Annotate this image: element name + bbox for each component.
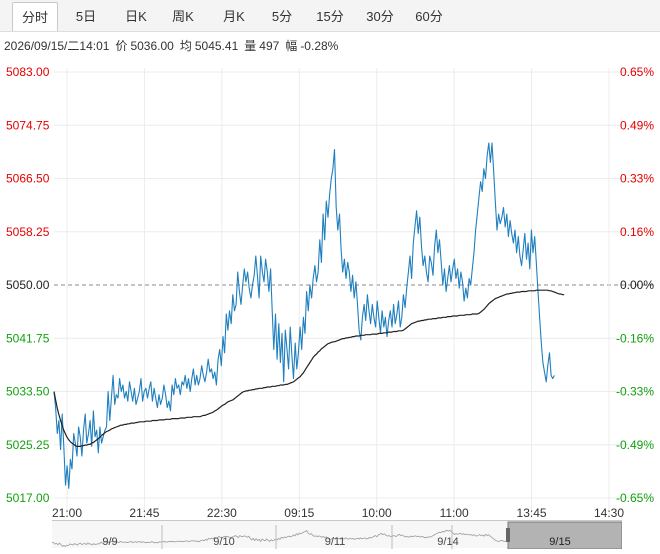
- price-label: 价: [115, 39, 128, 53]
- y-tick-label: 5074.75: [6, 118, 50, 132]
- tab-8[interactable]: 60分: [415, 9, 443, 24]
- pct-tick-label: 0.49%: [620, 118, 654, 132]
- price-value: 5036.00: [130, 39, 174, 53]
- price-line: [53, 142, 555, 489]
- navigator-selection[interactable]: [507, 521, 623, 550]
- navigator-handle-left[interactable]: [506, 528, 510, 542]
- time-navigator[interactable]: 9/9 9/10 9/11 9/14 9/15: [51, 520, 623, 550]
- volume-value: 497: [259, 39, 280, 53]
- tab-0[interactable]: 分时: [12, 2, 58, 31]
- navigator-date: 9/10: [213, 536, 234, 548]
- y-tick-label: 5066.50: [6, 172, 50, 186]
- y-tick-label: 5058.25: [6, 225, 50, 239]
- average-line: [53, 289, 565, 447]
- tab-3[interactable]: 周K: [172, 9, 194, 24]
- navigator-series: [51, 529, 507, 548]
- x-tick-label: 22:30: [207, 506, 237, 520]
- y-tick-label: 5025.25: [6, 438, 50, 452]
- tab-2[interactable]: 日K: [125, 9, 147, 24]
- x-tick-label: 09:15: [284, 506, 314, 520]
- y-tick-label: 5050.00: [6, 278, 50, 292]
- navigator-date: 9/11: [325, 536, 346, 548]
- y-tick-label: 5041.75: [6, 331, 50, 345]
- navigator-date: 9/9: [102, 536, 117, 548]
- x-tick-label: 13:45: [517, 506, 547, 520]
- x-tick-label: 21:45: [129, 506, 159, 520]
- pct-tick-label: 0.65%: [620, 65, 654, 79]
- pct-tick-label: -0.65%: [616, 491, 654, 505]
- quote-datetime: 2026/09/15/二14:01: [4, 39, 110, 53]
- x-tick-label: 10:00: [362, 506, 392, 520]
- quote-info-bar: 2026/09/15/二14:01 价 5036.00 均 5045.41 量 497 幅 -0…: [0, 32, 660, 60]
- tab-5[interactable]: 5分: [271, 9, 293, 24]
- x-tick-label: 11:00: [440, 506, 469, 520]
- pct-tick-label: -0.33%: [616, 385, 654, 399]
- x-tick-label: 14:30: [594, 506, 624, 520]
- avg-label: 均: [179, 39, 192, 53]
- navigator-date: 9/15: [549, 536, 570, 548]
- change-label: 幅: [285, 39, 298, 53]
- pct-tick-label: -0.16%: [616, 331, 654, 345]
- pct-tick-label: 0.00%: [620, 278, 654, 292]
- tab-6[interactable]: 15分: [316, 9, 344, 24]
- avg-value: 5045.41: [194, 39, 239, 53]
- change-value: -0.28%: [300, 39, 339, 53]
- pct-tick-label: 0.16%: [620, 225, 654, 239]
- navigator-date: 9/14: [437, 536, 458, 548]
- x-tick-label: 21:00: [52, 506, 82, 520]
- volume-label: 量: [244, 39, 257, 53]
- y-tick-label: 5033.50: [6, 385, 50, 399]
- tab-7[interactable]: 30分: [366, 9, 394, 24]
- tab-1[interactable]: 5日: [75, 9, 97, 24]
- period-tabbar: 分时 5日 日K 周K 月K 5分 15分 30分 60分: [0, 0, 660, 32]
- pct-tick-label: -0.49%: [616, 438, 654, 452]
- pct-tick-label: 0.33%: [620, 172, 654, 186]
- y-tick-label: 5017.00: [6, 491, 50, 505]
- y-tick-label: 5083.00: [6, 65, 50, 79]
- tab-4[interactable]: 月K: [223, 9, 245, 24]
- navigator-plot: 9/9 9/10 9/11 9/14 9/15: [51, 521, 623, 550]
